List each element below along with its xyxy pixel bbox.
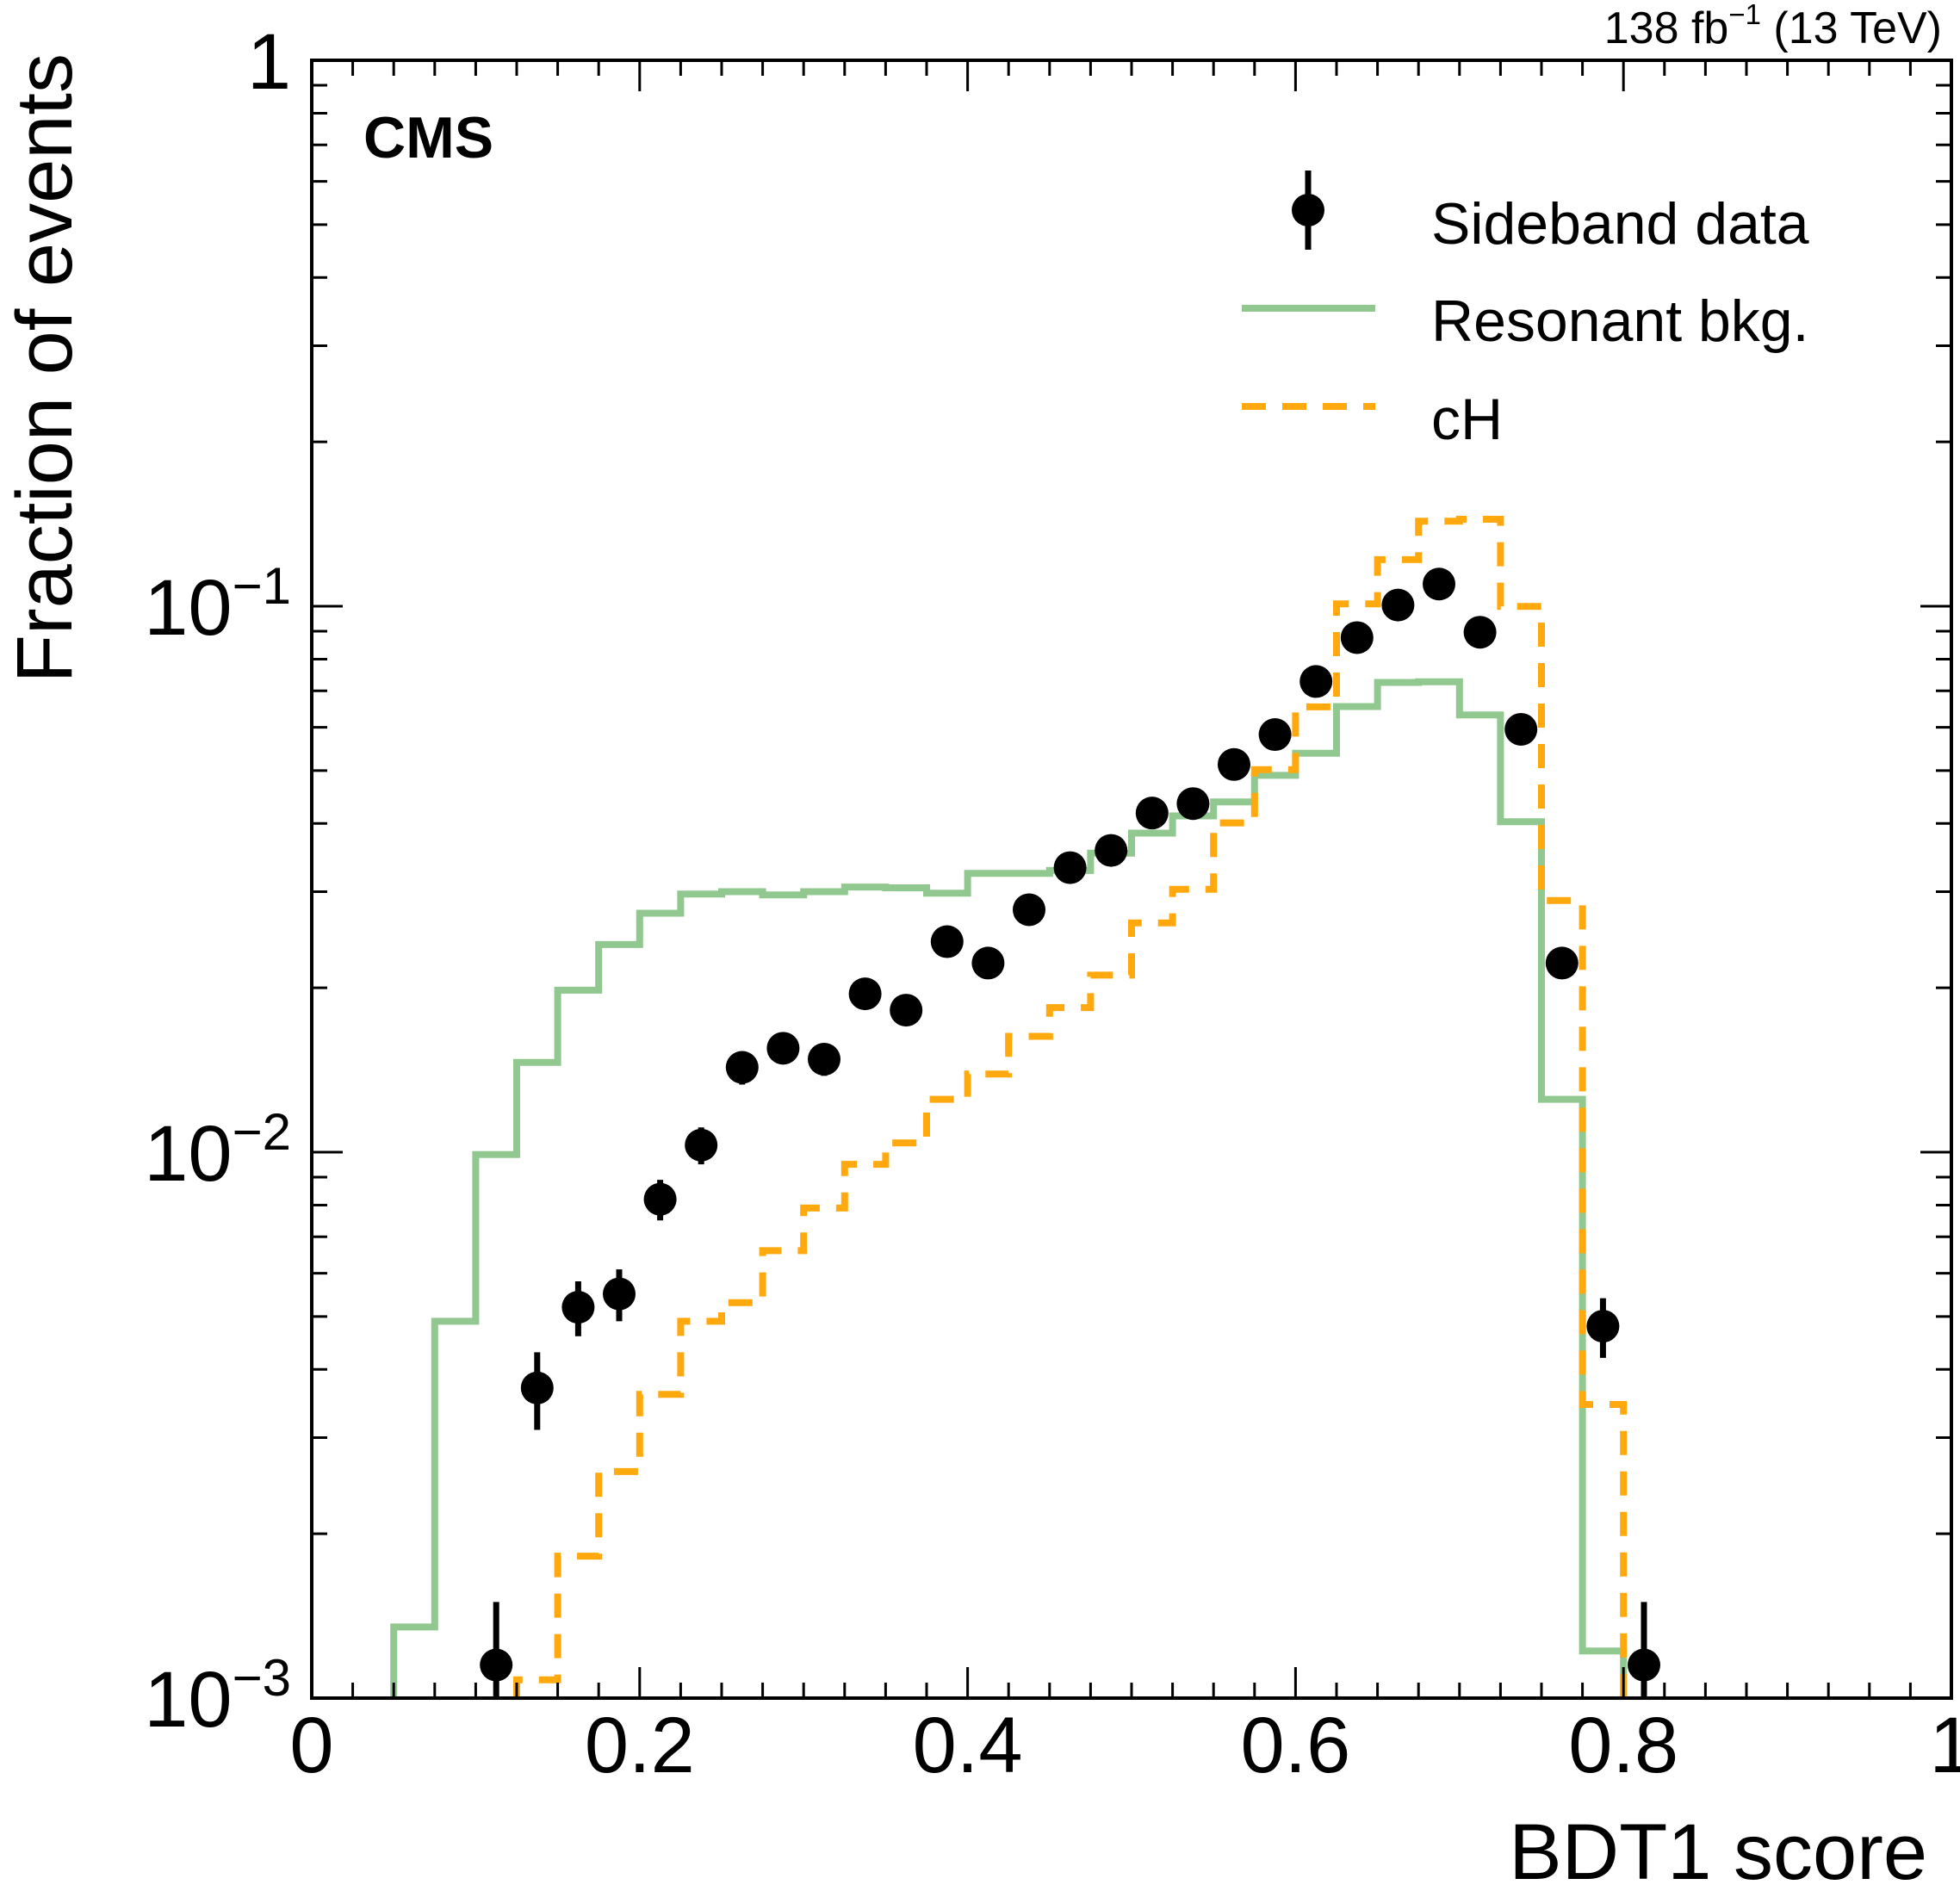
data-point [1013, 893, 1045, 927]
data-point [1299, 665, 1333, 698]
data-point [930, 925, 964, 958]
plot-area [390, 516, 1660, 1698]
data-point [725, 1051, 759, 1084]
experiment-label: CMS [363, 105, 493, 170]
legend-marker-point [1292, 194, 1324, 226]
luminosity-label: 138 fb−1 (13 TeV) [1604, 0, 1942, 53]
data-point [1258, 718, 1292, 752]
data-point [1381, 588, 1415, 622]
y-axis-title: Fraction of events [1, 53, 89, 683]
x-tick-label: 0.8 [1568, 1702, 1678, 1789]
plot-frame [310, 59, 1953, 1700]
lumi-energy: (13 TeV) [1761, 3, 1942, 53]
data-point [520, 1371, 554, 1404]
y-tick-label: 10−2 [144, 1103, 291, 1198]
data-point [1586, 1310, 1620, 1343]
legend: Sideband data Resonant bkg. cH [1242, 170, 1809, 452]
data-point [1545, 946, 1579, 980]
data-point [561, 1291, 595, 1324]
series-line-2 [513, 516, 1628, 1698]
x-tick-label: 0.6 [1240, 1702, 1350, 1789]
y-tick-label: 10−3 [144, 1649, 291, 1744]
x-tick-label: 0.2 [585, 1702, 695, 1789]
data-point [1504, 712, 1538, 746]
series-line-1 [390, 678, 1628, 1698]
data-point [808, 1043, 840, 1076]
data-point [890, 994, 923, 1027]
data-point [1135, 797, 1169, 830]
x-tick-label: 0.4 [913, 1702, 1023, 1789]
legend-item-ch: cH [1242, 387, 1503, 452]
x-tick-label: 0 [289, 1702, 333, 1789]
legend-label-ch: cH [1431, 387, 1503, 452]
data-point [603, 1277, 636, 1311]
data-point [1218, 747, 1250, 781]
data-point [1176, 787, 1210, 821]
tick-labels: 0 0.2 0.4 0.6 0.8 1 1 10−1 10−2 10−3 [144, 18, 1960, 1789]
data-point [1095, 834, 1128, 867]
data-point [1423, 567, 1455, 601]
data-point [848, 977, 882, 1011]
data-point [971, 946, 1005, 980]
legend-label-sideband-data: Sideband data [1431, 191, 1809, 257]
data-point [480, 1648, 513, 1682]
data-point [1628, 1648, 1660, 1682]
lumi-exponent: −1 [1728, 0, 1761, 30]
x-axis-title: BDT1 score [1509, 1808, 1927, 1891]
data-point [1340, 621, 1374, 654]
legend-item-sideband-data: Sideband data [1292, 170, 1809, 257]
data-point [643, 1182, 677, 1216]
y-tick-label: 10−1 [144, 557, 291, 652]
legend-item-resonant-bkg: Resonant bkg. [1242, 288, 1809, 354]
data-point [1053, 851, 1087, 884]
y-tick-label: 1 [247, 18, 291, 106]
lumi-value: 138 fb [1604, 3, 1729, 53]
data-point [685, 1128, 718, 1162]
x-tick-label: 1 [1929, 1702, 1960, 1789]
data-point [766, 1032, 800, 1065]
legend-label-resonant-bkg: Resonant bkg. [1431, 288, 1809, 354]
data-point [1463, 616, 1497, 649]
